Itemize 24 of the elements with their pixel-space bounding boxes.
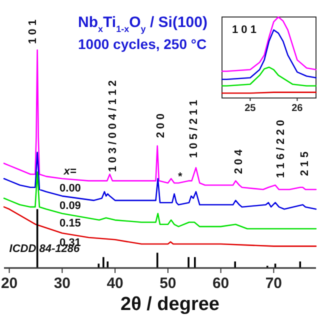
series-label: 0.15 (60, 218, 81, 230)
x-axis-title: 2θ / degree (120, 294, 220, 315)
annotation: 1 0 5 / 2 1 1 (188, 100, 200, 158)
x-tick-label: 30 (54, 275, 71, 292)
x-tick-label: 20 (0, 275, 18, 292)
annotation: 2 0 4 (233, 148, 245, 174)
x-tick-label: 26 (292, 103, 304, 114)
annotation: 2 0 0 (155, 114, 167, 138)
series-label: 0.00 (60, 182, 81, 195)
x-tick-label: 25 (244, 103, 256, 114)
annotation: 1 0 3 / 0 0 4 / 1 1 2 (107, 80, 119, 172)
annotation: 2 1 5 (299, 152, 311, 176)
x-tick-label: 50 (160, 275, 176, 292)
x-tick-label: 70 (265, 275, 282, 292)
series-label: 0.09 (60, 200, 81, 212)
legend-title: x= (62, 166, 77, 178)
x-tick-label: 60 (212, 275, 230, 292)
chart-subtitle: 1000 cycles, 250 °C (78, 36, 207, 52)
text: 1 0 1 (27, 20, 39, 44)
annotation: 1 0 1 (232, 24, 256, 36)
annotation: * (178, 171, 183, 183)
chart-title: Nb$_{x}$Ti$_{1-x}$O$_{y}$ / Si(100) (78, 14, 208, 34)
annotation: 1 1 6 / 2 2 0 (275, 120, 287, 178)
x-tick-label: 40 (106, 275, 124, 292)
